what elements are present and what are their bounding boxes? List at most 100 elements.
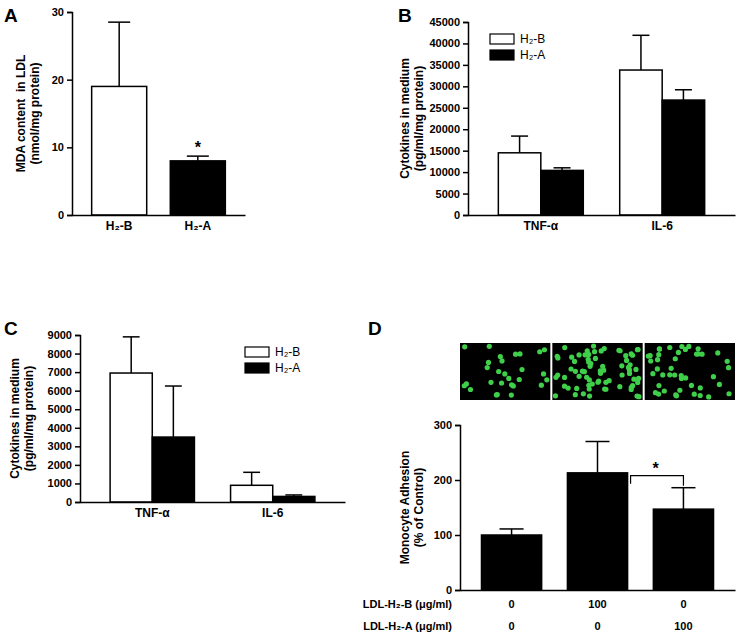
cell	[487, 344, 492, 349]
bar	[170, 161, 225, 215]
error-cap	[243, 472, 260, 474]
y-tick: 3000	[48, 440, 80, 452]
x-tick-label: H₂-B	[106, 219, 133, 233]
cell	[553, 393, 558, 398]
micrograph	[460, 343, 550, 400]
y-tick-label: 30000	[429, 80, 460, 92]
cell	[488, 380, 493, 385]
bar	[567, 473, 627, 590]
bar	[653, 509, 713, 590]
bar	[273, 496, 315, 502]
legend-label: H₂-A	[275, 361, 300, 375]
cell	[513, 352, 518, 357]
cell	[699, 352, 704, 357]
cell	[711, 374, 716, 379]
cell	[650, 371, 655, 376]
y-tick-label: 0	[66, 496, 72, 508]
y-axis: 0102030	[52, 6, 73, 221]
x-tick-label: H₂-A	[184, 219, 211, 233]
cell	[588, 361, 593, 366]
cell	[698, 393, 703, 398]
cell	[657, 346, 662, 351]
tick-mark	[463, 43, 468, 45]
cell	[581, 391, 586, 396]
cell	[562, 375, 567, 380]
cell	[655, 357, 660, 362]
cell	[674, 393, 679, 398]
y-tick: 35000	[429, 59, 468, 71]
error-cap	[671, 487, 695, 489]
x-tick-label: TNF-α	[135, 506, 170, 520]
x-tick: H₂-B	[106, 215, 133, 233]
significance-mark: *	[652, 460, 659, 477]
y-tick-label: 20000	[429, 123, 460, 135]
y-tick: 10000	[429, 166, 468, 178]
cell	[485, 365, 490, 370]
cell	[592, 349, 597, 354]
error-cap	[500, 528, 524, 530]
cell	[576, 352, 581, 357]
cell	[706, 394, 711, 399]
tick-mark	[75, 335, 80, 337]
error-cap	[511, 135, 528, 137]
cell	[633, 367, 638, 372]
y-tick-label: 300	[434, 419, 452, 431]
tick-mark	[67, 147, 72, 149]
cell	[667, 345, 672, 350]
x-tick-label: IL-6	[652, 219, 674, 233]
x-tick: TNF-α	[135, 502, 170, 520]
cell	[562, 345, 567, 350]
cell	[553, 375, 558, 380]
legend-label: H₂-A	[520, 48, 545, 62]
cell	[689, 383, 694, 388]
error-cap	[585, 441, 609, 443]
tick-mark	[75, 502, 80, 504]
panel-label: B	[398, 5, 412, 26]
y-tick-label: 8000	[48, 348, 72, 360]
tick-mark	[75, 372, 80, 374]
significance-bracket	[631, 476, 684, 486]
y-tick: 15000	[429, 145, 468, 157]
micrographs	[460, 343, 735, 400]
y-tick-label: 1000	[48, 477, 72, 489]
error-stem	[130, 337, 132, 373]
cell	[587, 386, 592, 391]
cell	[572, 359, 577, 364]
cell	[698, 385, 703, 390]
cell	[653, 390, 658, 395]
cell	[509, 392, 514, 397]
bar	[541, 170, 583, 215]
plot-area	[481, 442, 713, 591]
y-tick: 0	[58, 209, 72, 221]
tick-mark	[463, 86, 468, 88]
y-axis-title: MDA content in LDL	[14, 55, 28, 173]
cell	[574, 386, 579, 391]
legend-swatch	[490, 34, 514, 44]
y-tick: 0	[66, 496, 80, 508]
y-tick: 300	[434, 419, 460, 431]
cell	[673, 392, 678, 397]
y-tick: 30	[52, 6, 72, 18]
cell	[630, 353, 635, 358]
cell	[631, 377, 636, 382]
legend-swatch	[245, 363, 269, 373]
y-tick-label: 4000	[48, 422, 72, 434]
cell	[636, 394, 641, 399]
y-tick: 9000	[48, 329, 80, 341]
y-tick-label: 45000	[429, 16, 460, 28]
cell	[617, 348, 622, 353]
axis-line	[81, 502, 346, 504]
tick-mark	[67, 79, 72, 81]
tick-mark	[463, 108, 468, 110]
row-label: LDL-H₂-A (μg/ml)	[363, 620, 452, 632]
error-stem	[683, 90, 685, 100]
cell	[603, 387, 608, 392]
axis-line	[67, 13, 73, 216]
error-bar	[585, 442, 609, 473]
bar	[498, 153, 540, 215]
error-bar	[123, 337, 140, 373]
error-cap	[675, 89, 692, 91]
y-tick-label: 25000	[429, 102, 460, 114]
bar	[110, 373, 152, 502]
tick-mark	[75, 483, 80, 485]
